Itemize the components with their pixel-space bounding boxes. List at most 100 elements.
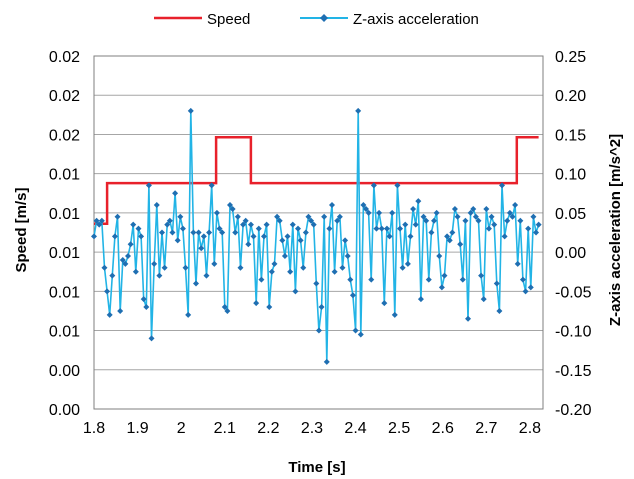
z-acceleration-point [389, 209, 396, 216]
z-acceleration-point [195, 229, 202, 236]
z-acceleration-point [274, 213, 281, 220]
z-acceleration-point [106, 311, 113, 318]
z-acceleration-point [281, 253, 288, 260]
z-acceleration-point [483, 205, 490, 212]
z-acceleration-point [519, 276, 526, 283]
y-left-tick-label: 0.00 [49, 363, 80, 380]
z-acceleration-point [98, 217, 105, 224]
z-acceleration-point [383, 225, 390, 232]
z-acceleration-point [504, 217, 511, 224]
z-acceleration-point [438, 284, 445, 291]
z-acceleration-point [111, 233, 118, 240]
z-acceleration-point [404, 260, 411, 267]
z-acceleration-point [182, 264, 189, 271]
z-acceleration-point [159, 229, 166, 236]
z-acceleration-point [122, 260, 129, 267]
z-acceleration-point [462, 217, 469, 224]
z-acceleration-point [227, 202, 234, 209]
z-acceleration-point [491, 221, 498, 228]
z-acceleration-point [336, 213, 343, 220]
series-z-acceleration [91, 107, 542, 365]
z-acceleration-point [368, 276, 375, 283]
z-acceleration-point [459, 276, 466, 283]
z-acceleration-point [444, 233, 451, 240]
z-acceleration-point [268, 268, 275, 275]
z-acceleration-point [475, 217, 482, 224]
z-acceleration-point [130, 221, 137, 228]
z-acceleration-point [179, 225, 186, 232]
x-axis-title: Time [s] [288, 459, 345, 476]
z-acceleration-point [193, 280, 200, 287]
z-acceleration-point [517, 217, 524, 224]
z-acceleration-point [234, 213, 241, 220]
x-tick-label: 2.4 [344, 420, 366, 437]
y-left-tick-label: 0.02 [49, 49, 80, 66]
x-tick-label: 2.5 [388, 420, 410, 437]
z-acceleration-point [415, 198, 422, 205]
z-acceleration-point [386, 233, 393, 240]
z-acceleration-point [140, 296, 147, 303]
z-acceleration-point [247, 221, 254, 228]
x-tick-label: 2.3 [301, 420, 323, 437]
y-right-tick-label: -0.15 [555, 363, 592, 380]
z-acceleration-point [172, 190, 179, 197]
z-acceleration-point [271, 260, 278, 267]
z-acceleration-point [436, 253, 443, 260]
z-acceleration-point [355, 107, 362, 114]
speed-line [94, 135, 539, 225]
z-acceleration-point [91, 233, 97, 240]
z-acceleration-point [206, 229, 213, 236]
z-acceleration-point [216, 225, 223, 232]
z-acceleration-point [318, 304, 325, 311]
z-acceleration-point [467, 209, 474, 216]
z-acceleration-point [305, 213, 312, 220]
z-acceleration-point [114, 213, 121, 220]
z-acceleration-point [221, 304, 228, 311]
y-left-tick-label: 0.00 [49, 402, 80, 419]
z-acceleration-point [399, 264, 406, 271]
z-acceleration-point [446, 237, 453, 244]
y-axis-left: 0.02 0.02 0.02 0.01 0.01 0.01 0.01 0.01 0.00 0.00 [49, 49, 80, 419]
z-acceleration-point [240, 221, 247, 228]
z-acceleration-point [174, 237, 181, 244]
x-axis: 1.8 1.9 2 2.1 2.2 2.3 2.4 2.5 2.6 2.7 2.8 [83, 420, 541, 437]
z-acceleration-point [352, 327, 359, 334]
z-acceleration-point [203, 272, 210, 279]
z-acceleration-point [431, 217, 438, 224]
y-right-tick-label: -0.10 [555, 324, 592, 341]
z-acceleration-point [394, 182, 401, 189]
z-acceleration-point [339, 264, 346, 271]
y-left-tick-label: 0.01 [49, 245, 80, 262]
z-acceleration-point [331, 268, 338, 275]
z-acceleration-point [321, 213, 328, 220]
z-acceleration-point [334, 217, 341, 224]
z-acceleration-point [302, 229, 309, 236]
z-acceleration-point [109, 272, 116, 279]
z-acceleration-point [292, 288, 299, 295]
z-acceleration-point [287, 268, 294, 275]
z-acceleration-point [397, 225, 404, 232]
z-acceleration-point [506, 209, 513, 216]
legend: Speed Z-axis acceleration [154, 11, 479, 28]
z-acceleration-point [441, 272, 448, 279]
z-acceleration-point [229, 205, 236, 212]
y-axis-right-title: Z-axis acceleration [m/s^2] [607, 134, 624, 326]
z-acceleration-point [512, 202, 519, 209]
z-acceleration-point [148, 335, 155, 342]
z-acceleration-point [472, 213, 479, 220]
y-left-tick-label: 0.01 [49, 167, 80, 184]
z-acceleration-point [522, 288, 529, 295]
legend-label-z-acceleration: Z-axis acceleration [353, 11, 479, 28]
z-acceleration-point [255, 225, 262, 232]
z-acceleration-point [323, 358, 330, 365]
x-tick-label: 2 [177, 420, 186, 437]
z-acceleration-point [308, 217, 315, 224]
z-acceleration-point [145, 182, 152, 189]
z-acceleration-point [407, 233, 414, 240]
z-acceleration-point [315, 327, 322, 334]
z-acceleration-point [156, 272, 163, 279]
z-acceleration-point [295, 225, 302, 232]
z-acceleration-point [485, 225, 492, 232]
z-acceleration-point [496, 307, 503, 314]
z-acceleration-point [213, 209, 220, 216]
